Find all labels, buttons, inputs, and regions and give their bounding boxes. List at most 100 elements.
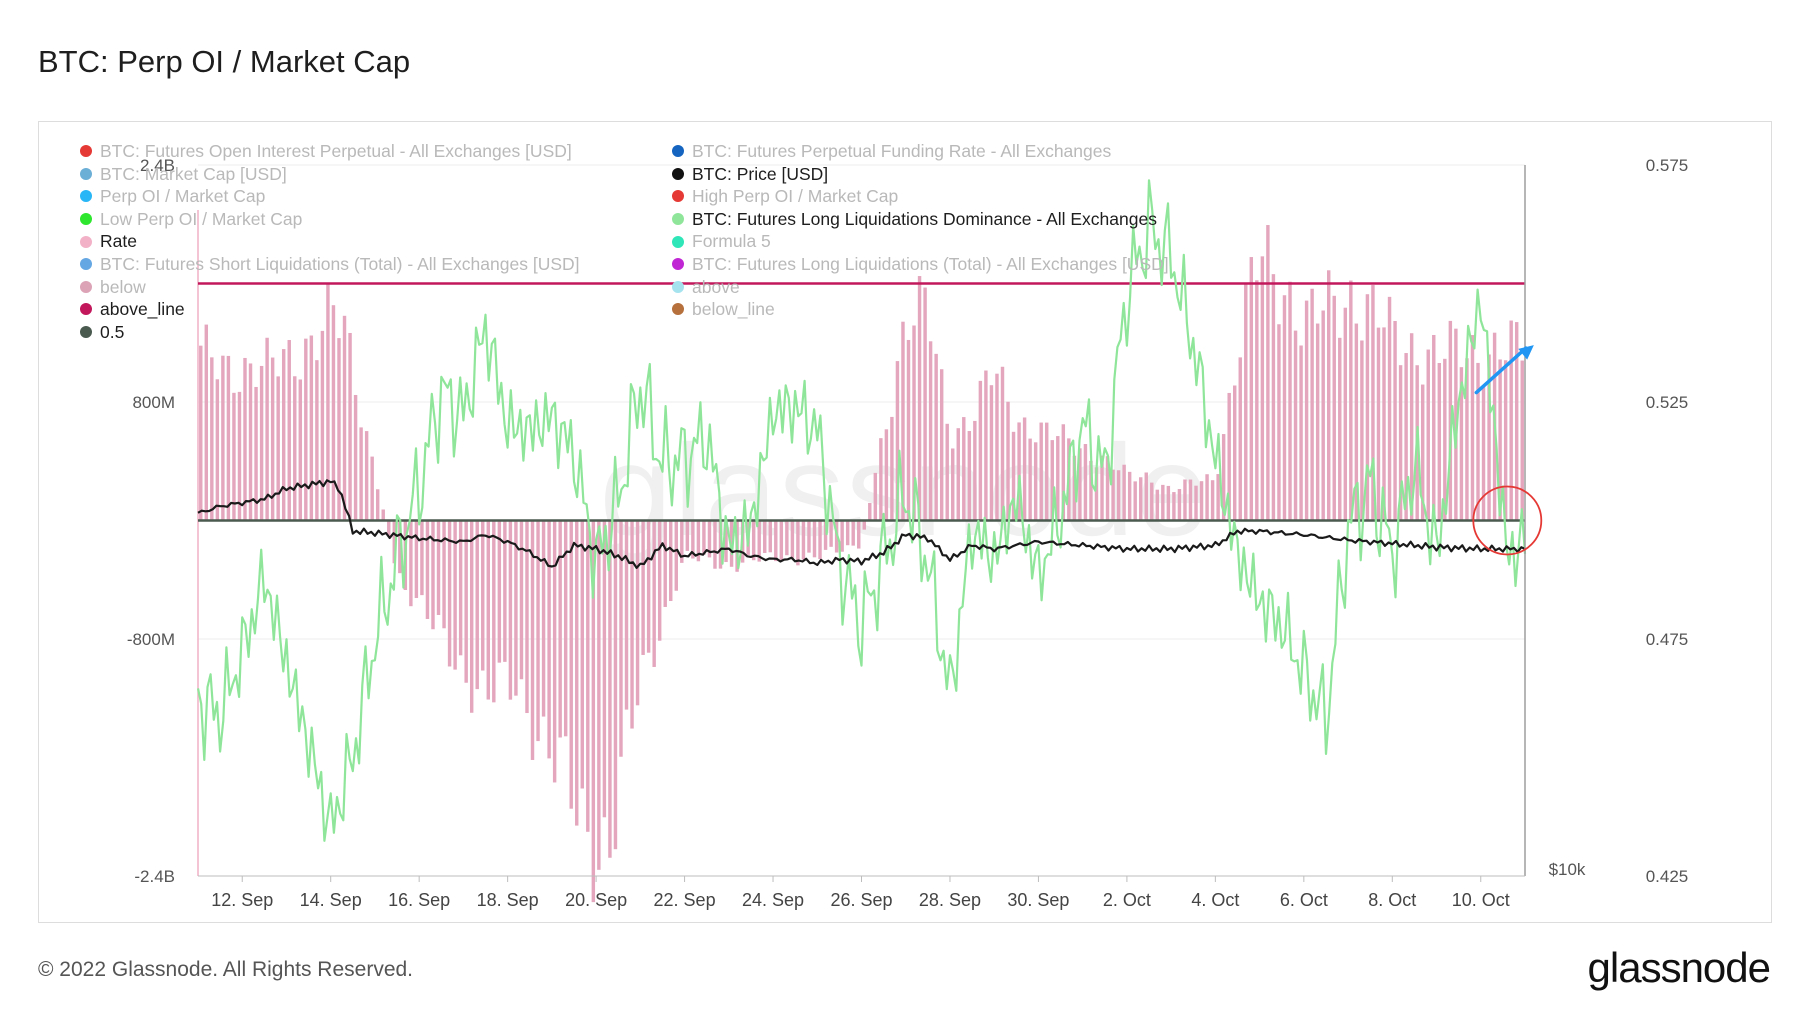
x-tick-label: 6. Oct (1280, 890, 1328, 910)
legend-item[interactable]: BTC: Futures Long Liquidations Dominance… (672, 208, 1169, 231)
legend-item[interactable]: 0.5 (80, 321, 580, 344)
rate-bar (1011, 431, 1016, 521)
rate-bar (1255, 280, 1259, 521)
legend-item[interactable]: Rate (80, 230, 580, 253)
rate-bar (337, 338, 341, 521)
rate-bar (1387, 296, 1392, 521)
rate-bar (1122, 464, 1126, 521)
rate-bar (597, 520, 601, 870)
rate-bar (342, 315, 347, 521)
rate-bar (807, 520, 811, 553)
rate-bar (431, 520, 435, 630)
rate-bar (1233, 385, 1237, 521)
legend-label: 0.5 (100, 321, 125, 342)
rate-bar (1371, 285, 1375, 521)
rate-bar (530, 520, 535, 760)
rate-bar (1448, 320, 1453, 521)
legend-item[interactable]: Low Perp OI / Market Cap (80, 208, 580, 231)
rate-bar (818, 520, 822, 559)
rate-bar (1100, 455, 1104, 521)
rate-bar (1105, 456, 1110, 521)
rate-bar (1420, 384, 1425, 521)
rate-bar (967, 431, 972, 521)
rate-bar (879, 438, 883, 521)
legend-label: High Perp OI / Market Cap (692, 186, 899, 207)
legend-item[interactable]: BTC: Futures Perpetual Funding Rate - Al… (672, 140, 1169, 163)
legend-item[interactable]: Formula 5 (672, 230, 1169, 253)
rate-bar (674, 520, 678, 591)
rate-bar (1404, 353, 1408, 521)
rate-bar (281, 349, 286, 521)
legend-item[interactable]: High Perp OI / Market Cap (672, 185, 1169, 208)
legend-item[interactable]: BTC: Futures Short Liquidations (Total) … (80, 253, 580, 276)
legend-label: BTC: Price [USD] (692, 163, 829, 184)
rate-bar (447, 520, 452, 667)
rate-bar (713, 520, 717, 569)
rate-bar (1271, 274, 1276, 521)
rate-bar (1409, 333, 1414, 521)
rate-bar (1476, 362, 1480, 521)
rate-bar (774, 520, 778, 562)
legend-item[interactable]: BTC: Market Cap [USD] (80, 163, 580, 186)
rate-bar (558, 520, 562, 738)
legend-label: BTC: Futures Short Liquidations (Total) … (100, 253, 580, 274)
rate-bar (1083, 444, 1088, 521)
legend-item[interactable]: below (80, 276, 580, 299)
rate-bar (199, 345, 203, 521)
rate-bar (1050, 440, 1054, 521)
rate-bar (840, 520, 844, 552)
rate-bar (1139, 477, 1143, 521)
rate-bar (641, 520, 645, 655)
rate-bar (646, 520, 651, 653)
rate-bar (785, 520, 789, 556)
rate-bar (1277, 324, 1281, 521)
rate-bar (763, 520, 767, 553)
rate-bar (1061, 424, 1066, 521)
rate-bar (779, 520, 784, 562)
rate-bar (525, 520, 529, 714)
rate-bar (973, 420, 977, 521)
legend-item[interactable]: below_line (672, 298, 1169, 321)
legend-left: BTC: Futures Open Interest Perpetual - A… (80, 140, 580, 343)
rate-bar (790, 520, 795, 559)
rate-bar (215, 379, 220, 521)
legend-item[interactable]: BTC: Futures Long Liquidations (Total) -… (672, 253, 1169, 276)
rate-bar (398, 520, 402, 574)
legend-item[interactable]: Perp OI / Market Cap (80, 185, 580, 208)
rate-bar (608, 520, 612, 858)
rate-bar (237, 391, 242, 521)
legend-item[interactable]: BTC: Futures Open Interest Perpetual - A… (80, 140, 580, 163)
legend-dot-icon (80, 326, 92, 339)
rate-bar (624, 520, 629, 710)
legend-dot-icon (80, 258, 92, 271)
rate-bar (1304, 300, 1309, 521)
rate-bar (420, 520, 424, 596)
legend-item[interactable]: BTC: Price [USD] (672, 163, 1169, 186)
rate-bar (962, 417, 966, 521)
rate-bar (1293, 330, 1298, 521)
rate-bar (315, 360, 319, 521)
rate-bar (1216, 474, 1220, 521)
legend-item[interactable]: above_line (80, 298, 580, 321)
legend-dot-icon (672, 258, 684, 271)
rate-bar (691, 520, 695, 559)
rate-bar (1382, 327, 1386, 521)
rate-bar (796, 520, 800, 566)
x-tick-label: 10. Oct (1452, 890, 1510, 910)
price-axis-label: $10k (1549, 860, 1586, 879)
rate-bar (1349, 280, 1353, 521)
rate-bar (1498, 359, 1502, 521)
rate-bar (226, 355, 231, 521)
rate-bar (1432, 334, 1436, 521)
legend-dot-icon (672, 303, 684, 316)
rate-bar (1072, 455, 1077, 521)
left-axis-tick-label: -2.4B (134, 867, 175, 886)
right-axis-tick-label: 0.575 (1646, 156, 1689, 175)
price-line (197, 479, 1526, 570)
rate-bar (1194, 485, 1198, 521)
rate-bar (685, 520, 690, 551)
rate-bar (387, 520, 391, 537)
rate-bar (702, 520, 706, 555)
rate-bar (1133, 481, 1137, 521)
legend-item[interactable]: above (672, 276, 1169, 299)
